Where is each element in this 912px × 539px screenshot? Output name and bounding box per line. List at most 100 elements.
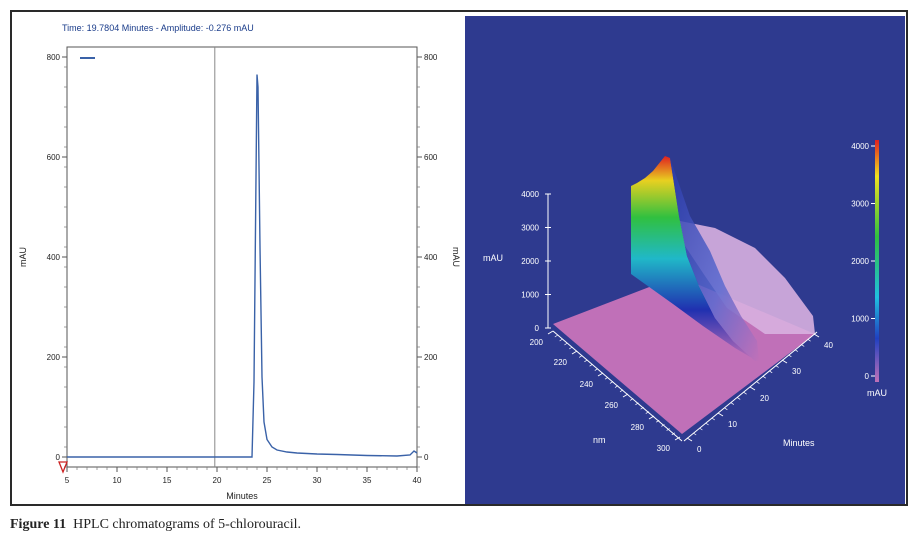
nm-minor-tick <box>609 381 614 384</box>
nm-minor-tick <box>594 368 598 371</box>
minutes-minor-tick <box>801 344 805 347</box>
nm-minor-tick <box>584 359 588 363</box>
z-tick-label: 1000 <box>521 291 539 300</box>
nm-minor-tick <box>619 389 624 393</box>
colorbar-unit: mAU <box>867 388 887 398</box>
x-axis-label: Minutes <box>226 491 258 501</box>
nm-tick <box>648 415 655 420</box>
nm-tick <box>547 330 554 335</box>
minutes-minor-tick <box>705 422 709 426</box>
nm-tick-label: 240 <box>580 380 594 389</box>
x-tick-label: 15 <box>163 476 172 485</box>
y-tick-label-left: 600 <box>47 153 61 162</box>
z-tick-label: 2000 <box>521 257 539 266</box>
x-tick-label: 10 <box>113 476 122 485</box>
nm-minor-tick <box>579 355 583 358</box>
x-tick-label: 40 <box>413 476 422 485</box>
colorbar-ticks: 0 1000 2000 3000 4000 <box>851 142 875 381</box>
nm-tick-label: 300 <box>657 444 671 453</box>
z-axis-label: mAU <box>483 253 503 263</box>
nm-minor-tick <box>645 411 649 414</box>
nm-tick <box>597 372 604 377</box>
colorbar-tick-label: 0 <box>865 372 870 381</box>
y-tick-label-right: 200 <box>424 353 438 362</box>
nm-minor-tick <box>569 346 573 350</box>
nm-minor-tick <box>554 334 558 338</box>
y-axis-label-right: mAU <box>451 247 461 267</box>
caption-text: HPLC chromatograms of 5-chlorouracil. <box>73 517 301 532</box>
caption-label: Figure 11 <box>10 517 67 532</box>
nm-minor-tick <box>666 428 670 431</box>
minutes-minor-tick <box>724 407 728 411</box>
z-tick-label: 3000 <box>521 224 539 233</box>
nm-tick <box>622 393 629 398</box>
minutes-minor-tick <box>762 375 766 379</box>
minutes-tick <box>717 412 724 417</box>
y-tick-label-left: 400 <box>47 253 61 262</box>
minutes-axis-ticks: 0 10 20 30 40 <box>686 333 833 454</box>
y-tick-label-left: 200 <box>47 353 61 362</box>
nm-tick <box>571 350 578 355</box>
minutes-axis <box>683 331 818 442</box>
nm-axis-ticks: 200 220 240 260 280 300 <box>530 330 681 453</box>
nm-axis-label: nm <box>593 435 606 445</box>
colorbar-tick-label: 2000 <box>851 257 869 266</box>
x-tick-label: 30 <box>313 476 322 485</box>
series-line <box>67 74 418 458</box>
chart-title: Time: 19.7804 Minutes - Amplitude: -0.27… <box>62 23 254 33</box>
nm-minor-tick <box>656 419 660 423</box>
nm-minor-tick <box>661 424 665 427</box>
minutes-axis-label: Minutes <box>783 438 815 448</box>
cursor-marker-icon[interactable] <box>58 461 68 474</box>
nm-minor-tick <box>671 432 675 436</box>
minutes-minor-tick <box>788 354 792 358</box>
minutes-minor-tick <box>737 397 741 400</box>
y-tick-label-left: 800 <box>47 53 61 62</box>
minutes-tick <box>749 386 756 391</box>
chromatogram-2d: Time: 19.7804 Minutes - Amplitude: -0.27… <box>12 12 462 504</box>
nm-minor-tick <box>640 406 644 410</box>
nm-minor-tick <box>614 385 619 388</box>
x-tick-label: 35 <box>363 476 372 485</box>
minutes-tick <box>813 333 820 338</box>
minutes-minor-tick <box>769 370 773 374</box>
minutes-tick-label: 30 <box>792 367 801 376</box>
y-tick-label-right: 400 <box>424 253 438 262</box>
surface-tail <box>670 158 759 361</box>
minutes-minor-tick <box>711 417 715 421</box>
minutes-minor-tick <box>699 427 703 431</box>
surface-ridge <box>680 221 815 334</box>
nm-minor-tick <box>559 338 563 342</box>
y-tick-label-left: 0 <box>56 453 61 462</box>
colorbar-tick-label: 1000 <box>851 315 869 324</box>
y-tick-label-right: 800 <box>424 53 438 62</box>
z-axis-ticks: 0 1000 2000 3000 4000 <box>521 190 551 333</box>
nm-minor-tick <box>635 402 639 406</box>
nm-minor-tick <box>630 398 634 401</box>
minutes-tick-label: 40 <box>824 341 833 350</box>
y-tick-label-right: 0 <box>424 453 429 462</box>
nm-minor-tick <box>589 363 593 367</box>
surface-peak <box>631 156 761 361</box>
minutes-tick <box>686 437 693 442</box>
nm-minor-tick <box>564 342 568 346</box>
minutes-minor-tick <box>693 432 697 436</box>
colorbar-tick-label: 3000 <box>851 200 869 209</box>
z-tick-label: 4000 <box>521 190 539 199</box>
minutes-minor-tick <box>743 391 747 395</box>
nm-tick <box>674 436 681 441</box>
colorbar <box>875 140 879 382</box>
minutes-tick-label: 10 <box>728 420 737 429</box>
y-tick-label-right: 600 <box>424 153 438 162</box>
nm-minor-tick <box>604 376 609 380</box>
y-axis-label-left: mAU <box>18 247 28 267</box>
minutes-minor-tick <box>730 402 734 405</box>
nm-tick-label: 260 <box>605 401 619 410</box>
figure-caption: Figure 11 HPLC chromatograms of 5-chloro… <box>10 517 301 533</box>
x-tick-label: 20 <box>213 476 222 485</box>
colorbar-tick-label: 4000 <box>851 142 869 151</box>
minutes-tick-label: 20 <box>760 394 769 403</box>
x-tick-label: 5 <box>65 476 70 485</box>
